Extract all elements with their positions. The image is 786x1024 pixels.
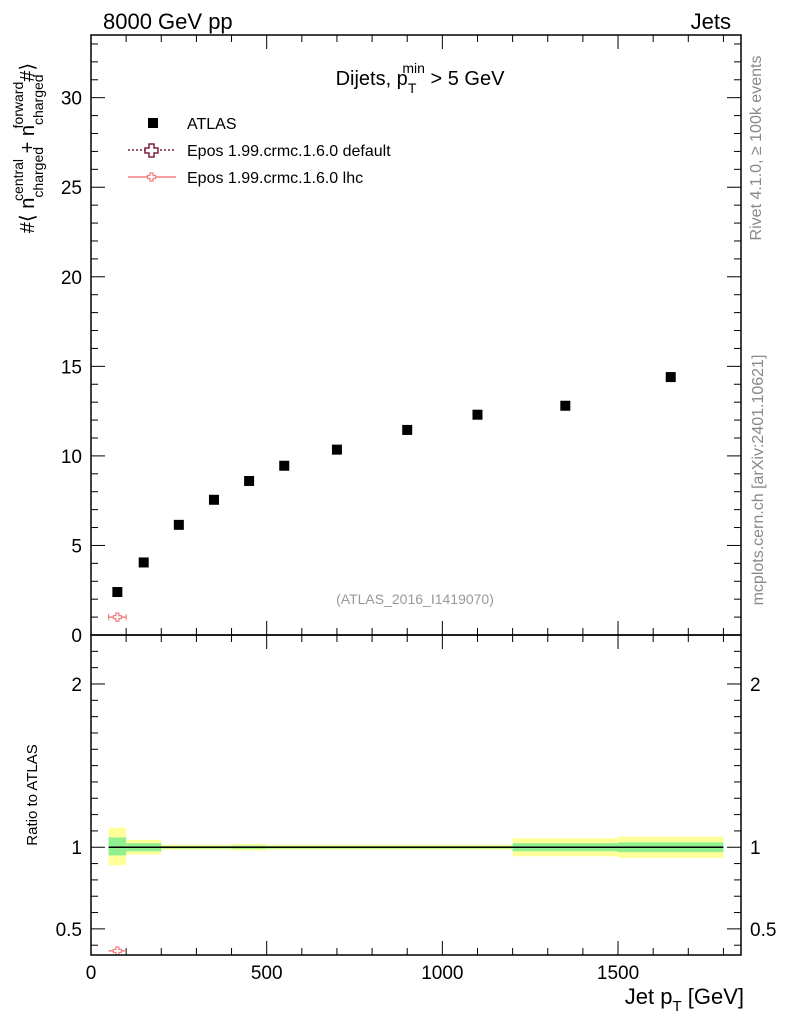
atlas-data-point <box>560 400 571 411</box>
ratio-xtick-label: 1500 <box>597 963 639 984</box>
atlas-data-point <box>173 519 184 530</box>
main-ytick-label: 20 <box>61 268 82 289</box>
legend-marker-epos-lhc <box>146 172 157 182</box>
main-title: Dijets, pTmin > 5 GeV <box>336 60 506 96</box>
atlas-data-point <box>331 444 342 455</box>
legend-label-epos-default: Epos 1.99.crmc.1.6.0 default <box>187 143 391 160</box>
ratio-xlabel: Jet pT [GeV] <box>625 984 744 1015</box>
main-ylabel: #⟨ nchargedcentral + nchargedforward#⟩ <box>10 63 46 233</box>
ratio-xtick-label: 0 <box>86 963 97 984</box>
ratio-panel: 0.5 0.5 1 1 2 2 0 500 1000 1500 Ratio to ATLAS Je… <box>24 634 776 1015</box>
ratio-xtick-label: 1000 <box>421 963 463 984</box>
atlas-data-point <box>112 587 123 598</box>
legend-marker-epos-default <box>144 143 159 158</box>
main-ytick-label: 15 <box>61 357 82 378</box>
ratio-xtick-label: 500 <box>251 963 283 984</box>
main-ytick-label: 30 <box>61 89 82 110</box>
header-left: 8000 GeV pp <box>103 9 233 34</box>
epos-lhc-data-point <box>112 612 122 622</box>
ratio-ylabel: Ratio to ATLAS <box>24 744 41 845</box>
main-ytick-label: 25 <box>61 178 82 199</box>
atlas-data-point <box>279 460 290 471</box>
ratio-epos-lhc-point <box>112 946 122 956</box>
atlas-data-point <box>244 475 255 486</box>
main-ytick-label: 5 <box>71 536 82 557</box>
legend: ATLAS Epos 1.99.crmc.1.6.0 default Epos … <box>128 116 391 187</box>
ratio-frame <box>90 634 742 956</box>
ratio-ytick-label: 2 <box>71 675 82 696</box>
main-ytick-label: 0 <box>71 626 82 647</box>
ratio-ytick-label: 0.5 <box>56 920 82 941</box>
atlas-data-point <box>208 494 219 505</box>
analysis-watermark: (ATLAS_2016_I1419070) <box>336 591 494 607</box>
legend-marker-atlas <box>148 118 158 128</box>
atlas-data-point <box>402 424 413 435</box>
atlas-data-point <box>472 409 483 420</box>
main-ytick-label: 10 <box>61 447 82 468</box>
legend-label-epos-lhc: Epos 1.99.crmc.1.6.0 lhc <box>187 170 363 187</box>
mcplots-label: mcplots.cern.ch [arXiv:2401.10621] <box>750 355 767 606</box>
atlas-data-point <box>138 557 149 568</box>
ratio-band-inner <box>108 837 127 856</box>
main-panel: 0 5 10 15 20 25 30 Dijets, pTmin > 5 GeV #⟨ nc… <box>10 34 742 647</box>
atlas-data-point <box>665 372 676 383</box>
ratio-ytick-label-right: 1 <box>750 838 761 859</box>
legend-label-atlas: ATLAS <box>187 116 237 133</box>
ratio-ytick-label-right: 2 <box>750 675 761 696</box>
header-right: Jets <box>691 9 731 34</box>
ratio-ytick-label-right: 0.5 <box>750 920 776 941</box>
rivet-label: Rivet 4.1.0, ≥ 100k events <box>748 56 765 241</box>
ratio-ytick-label: 1 <box>71 838 82 859</box>
